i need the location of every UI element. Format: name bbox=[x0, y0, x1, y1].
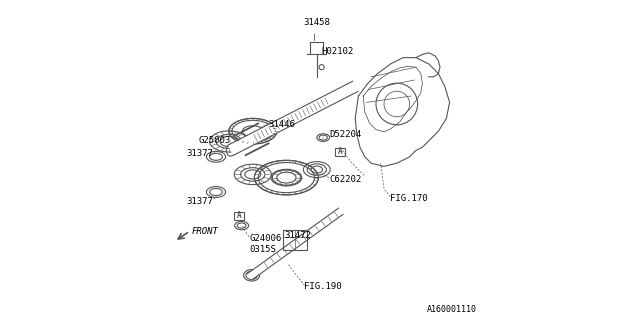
Text: A: A bbox=[237, 212, 242, 220]
Text: 31472: 31472 bbox=[284, 231, 311, 240]
Text: 31377: 31377 bbox=[186, 149, 212, 158]
Bar bbox=[283, 230, 307, 250]
Text: 31446: 31446 bbox=[269, 120, 296, 129]
Text: 31377: 31377 bbox=[186, 197, 212, 206]
Text: A160001110: A160001110 bbox=[427, 305, 477, 314]
Text: G25003: G25003 bbox=[198, 136, 230, 145]
Text: H02102: H02102 bbox=[322, 47, 354, 56]
Polygon shape bbox=[228, 81, 358, 156]
Text: D52204: D52204 bbox=[330, 130, 362, 139]
Text: C62202: C62202 bbox=[330, 175, 362, 184]
Ellipse shape bbox=[229, 118, 277, 144]
Polygon shape bbox=[247, 208, 343, 280]
Text: FRONT: FRONT bbox=[192, 228, 219, 236]
Text: 31458: 31458 bbox=[303, 18, 330, 27]
Polygon shape bbox=[355, 58, 450, 166]
Text: A: A bbox=[337, 148, 342, 156]
Text: 0315S: 0315S bbox=[250, 245, 276, 254]
Text: FIG.170: FIG.170 bbox=[390, 194, 428, 203]
Ellipse shape bbox=[254, 160, 319, 195]
Ellipse shape bbox=[244, 269, 260, 281]
Text: G24006: G24006 bbox=[250, 234, 282, 243]
Text: FIG.190: FIG.190 bbox=[304, 282, 342, 291]
